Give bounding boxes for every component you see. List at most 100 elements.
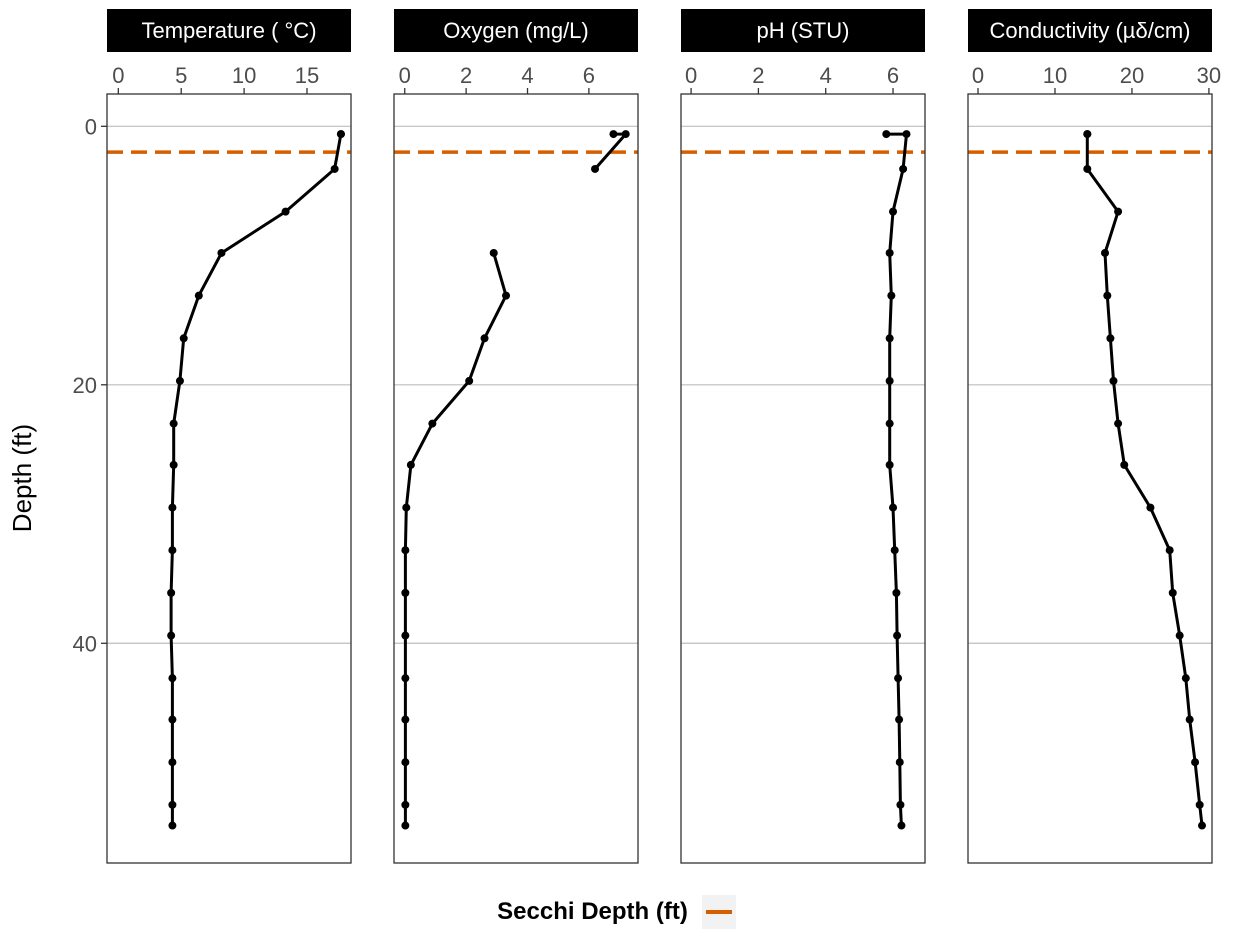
data-point bbox=[1181, 674, 1190, 683]
panel-strip bbox=[681, 9, 925, 52]
x-tick-label: 15 bbox=[295, 63, 319, 88]
data-point bbox=[169, 419, 178, 428]
data-point bbox=[168, 715, 177, 724]
data-point bbox=[895, 715, 904, 724]
data-point bbox=[899, 164, 908, 173]
data-point bbox=[885, 248, 894, 257]
y-tick-label: 40 bbox=[73, 631, 97, 656]
data-point bbox=[1083, 164, 1092, 173]
data-point bbox=[897, 821, 906, 830]
data-point bbox=[889, 503, 898, 512]
data-point bbox=[1146, 503, 1155, 512]
legend-title: Secchi Depth (ft) bbox=[497, 898, 688, 925]
data-point bbox=[168, 758, 177, 767]
data-point bbox=[402, 503, 411, 512]
data-point bbox=[401, 546, 410, 555]
data-point bbox=[217, 248, 226, 257]
x-tick-label: 0 bbox=[399, 63, 411, 88]
data-point bbox=[889, 207, 898, 216]
x-tick-label: 2 bbox=[752, 63, 764, 88]
x-tick-label: 10 bbox=[1043, 63, 1067, 88]
panel-border bbox=[680, 93, 926, 864]
panel-strip bbox=[394, 9, 638, 52]
data-point bbox=[169, 460, 178, 469]
data-point bbox=[885, 419, 894, 428]
data-point bbox=[167, 588, 176, 597]
data-point bbox=[489, 248, 498, 257]
profile-line bbox=[169, 133, 343, 826]
data-point bbox=[902, 130, 911, 139]
data-point bbox=[1197, 821, 1206, 830]
data-point bbox=[401, 715, 410, 724]
data-point bbox=[281, 207, 290, 216]
data-point bbox=[893, 631, 902, 640]
panel-border bbox=[106, 93, 352, 864]
legend-key bbox=[701, 895, 736, 929]
data-point bbox=[1175, 631, 1184, 640]
data-point bbox=[882, 130, 891, 139]
data-point bbox=[1083, 130, 1092, 139]
data-point bbox=[1165, 546, 1174, 555]
legend: Secchi Depth (ft) bbox=[0, 888, 1233, 936]
x-tick-label: 30 bbox=[1197, 63, 1221, 88]
panel-title: Temperature ( °C) bbox=[141, 18, 316, 43]
data-point bbox=[168, 674, 177, 683]
data-point bbox=[1120, 460, 1129, 469]
data-point bbox=[401, 800, 410, 809]
data-point bbox=[1114, 207, 1123, 216]
data-point bbox=[1195, 800, 1204, 809]
data-point bbox=[621, 130, 630, 139]
profile-line bbox=[403, 252, 508, 826]
data-point bbox=[1109, 376, 1118, 385]
x-tick-label: 4 bbox=[820, 63, 832, 88]
panel-title: Conductivity (µδ/cm) bbox=[990, 18, 1191, 43]
data-point bbox=[1114, 419, 1123, 428]
data-point bbox=[1191, 758, 1200, 767]
data-point bbox=[168, 821, 177, 830]
data-point bbox=[887, 291, 896, 300]
y-tick-label: 0 bbox=[85, 114, 97, 139]
data-point bbox=[885, 376, 894, 385]
x-tick-label: 4 bbox=[521, 63, 533, 88]
data-point bbox=[336, 130, 345, 139]
x-tick-label: 5 bbox=[175, 63, 187, 88]
y-axis-label: Depth (ft) bbox=[7, 424, 37, 532]
data-point bbox=[885, 460, 894, 469]
data-point bbox=[1103, 291, 1112, 300]
data-point bbox=[890, 546, 899, 555]
panel-border bbox=[967, 93, 1213, 864]
data-point bbox=[465, 376, 474, 385]
data-point bbox=[168, 800, 177, 809]
x-tick-label: 0 bbox=[112, 63, 124, 88]
panel-strip bbox=[968, 9, 1212, 52]
data-point bbox=[168, 503, 177, 512]
x-tick-label: 6 bbox=[887, 63, 899, 88]
data-point bbox=[1168, 588, 1177, 597]
data-point bbox=[401, 631, 410, 640]
data-point bbox=[428, 419, 437, 428]
data-point bbox=[480, 334, 489, 343]
data-point bbox=[401, 821, 410, 830]
panel-border bbox=[393, 93, 639, 864]
data-point bbox=[1185, 715, 1194, 724]
data-point bbox=[175, 376, 184, 385]
x-tick-label: 0 bbox=[972, 63, 984, 88]
data-point bbox=[179, 334, 188, 343]
data-point bbox=[885, 334, 894, 343]
profile-line bbox=[1085, 134, 1204, 826]
data-point bbox=[401, 758, 410, 767]
data-point bbox=[894, 674, 903, 683]
data-point bbox=[895, 758, 904, 767]
data-point bbox=[168, 546, 177, 555]
x-tick-label: 10 bbox=[232, 63, 256, 88]
data-point bbox=[1101, 248, 1110, 257]
data-point bbox=[406, 460, 415, 469]
x-tick-label: 20 bbox=[1120, 63, 1144, 88]
data-point bbox=[330, 164, 339, 173]
data-point bbox=[609, 130, 618, 139]
data-point bbox=[401, 674, 410, 683]
data-point bbox=[1106, 334, 1115, 343]
data-point bbox=[896, 800, 905, 809]
panel-title: Oxygen (mg/L) bbox=[443, 18, 589, 43]
